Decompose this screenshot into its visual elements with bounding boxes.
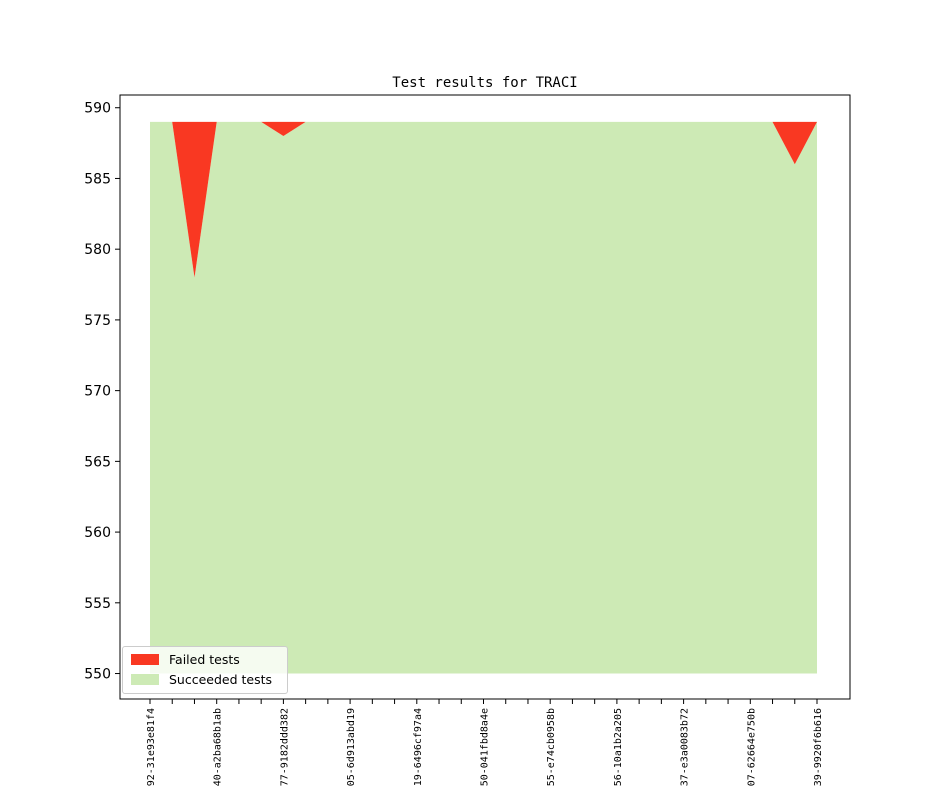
area-series-group <box>150 121 817 674</box>
x-tick-label: 05-6d913abd19 <box>346 708 357 786</box>
y-tick-label: 555 <box>84 596 111 612</box>
y-axis-ticks-group: 550 555 560 565 570 575 580 585 590 <box>84 101 120 683</box>
y-tick-label: 570 <box>84 384 111 400</box>
y-tick-label: 590 <box>84 101 111 117</box>
x-tick-label: 40-a2ba68b1ab <box>213 708 224 786</box>
y-tick-label: 550 <box>84 667 111 683</box>
legend-label-failed: Failed tests <box>169 652 240 667</box>
legend-label-succeeded: Succeeded tests <box>169 672 273 687</box>
area-failed <box>772 121 817 165</box>
y-tick-label: 575 <box>84 313 111 329</box>
x-tick-label: 07-62664e750b <box>746 708 757 786</box>
x-tick-label: 55-e74cb0958b <box>546 708 557 786</box>
y-tick-label: 560 <box>84 525 111 541</box>
plot-border <box>119 94 851 700</box>
succeeded-tests-swatch-icon <box>131 674 159 685</box>
x-tick-label: 92-31e93e81f4 <box>146 708 157 786</box>
area-failed <box>261 121 306 136</box>
x-tick-label: 39-9920f6b616 <box>813 708 824 786</box>
failed-tests-swatch-icon <box>131 654 159 665</box>
legend-item-failed: Failed tests <box>131 651 279 668</box>
plot-border-group <box>119 94 851 700</box>
area-succeeded <box>150 121 817 674</box>
y-tick-label: 580 <box>84 242 111 258</box>
x-tick-label: 37-e3a0083b72 <box>680 708 691 786</box>
y-tick-label: 565 <box>84 454 111 470</box>
x-axis-ticks-group: 92-31e93e81f4 40-a2ba68b1ab 77-9182ddd382 0… <box>146 699 824 786</box>
x-tick-label: 56-10a1b2a205 <box>613 708 624 786</box>
legend-item-succeeded: Succeeded tests <box>131 671 279 688</box>
y-tick-label: 585 <box>84 171 111 187</box>
legend: Failed tests Succeeded tests <box>122 646 288 694</box>
area-failed <box>172 121 217 278</box>
x-tick-label: 77-9182ddd382 <box>279 708 290 786</box>
chart-title: Test results for TRACI <box>392 75 577 91</box>
x-tick-label: 19-6496cf97a4 <box>413 708 424 786</box>
x-tick-label: 50-041fbd8a4e <box>480 708 491 786</box>
